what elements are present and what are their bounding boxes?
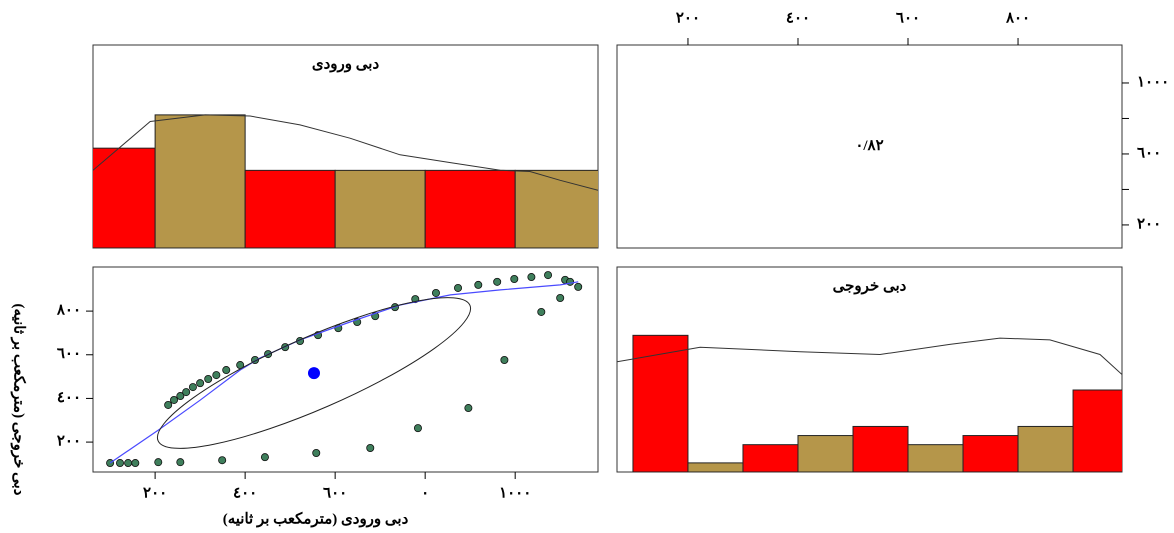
point xyxy=(116,459,125,468)
bar xyxy=(907,444,964,472)
bar xyxy=(962,435,1019,472)
point xyxy=(431,288,440,297)
point xyxy=(474,280,483,289)
smooth-line xyxy=(109,281,579,464)
correlation-value: ٠/٨٢ xyxy=(855,138,883,154)
panel-title: دبی خروجی xyxy=(833,278,907,294)
point xyxy=(544,271,553,280)
bar xyxy=(244,169,336,248)
point xyxy=(196,379,205,388)
point xyxy=(510,275,519,284)
point xyxy=(454,283,463,292)
point xyxy=(131,459,140,468)
bar xyxy=(687,462,744,472)
point xyxy=(182,388,191,397)
density-curve xyxy=(93,114,598,191)
bar xyxy=(632,334,689,472)
x-tick-label: ٤٠٠ xyxy=(233,485,257,501)
confidence-ellipse xyxy=(156,297,472,449)
point xyxy=(106,459,115,468)
point xyxy=(212,371,221,380)
y-tick-label: ٦٠٠ xyxy=(57,346,81,362)
bar xyxy=(1017,425,1074,472)
top-tick-label: ٨٠٠ xyxy=(1005,10,1030,26)
x-tick-label: ١٠٠٠ xyxy=(499,485,531,501)
bar xyxy=(154,114,246,248)
top-tick-label: ٢٠٠ xyxy=(676,10,700,26)
center-point xyxy=(307,367,320,380)
point xyxy=(556,294,565,303)
point xyxy=(312,449,321,458)
bar xyxy=(93,147,156,248)
point xyxy=(366,443,375,452)
point xyxy=(464,404,473,413)
point xyxy=(176,392,185,401)
panel-frame xyxy=(92,266,599,473)
bar xyxy=(514,169,598,248)
bar xyxy=(1072,389,1122,472)
right-tick-label: ٦٠٠ xyxy=(1137,145,1161,161)
point xyxy=(154,458,163,467)
point xyxy=(537,307,546,316)
y-tick-label: ٢٠٠ xyxy=(57,434,81,450)
point xyxy=(124,459,133,468)
bar xyxy=(797,435,854,472)
density-curve xyxy=(617,337,1122,375)
point xyxy=(188,383,197,392)
bar xyxy=(742,444,799,472)
right-tick-label: ٢٠٠ xyxy=(1137,216,1161,232)
histogram-bars xyxy=(617,334,1122,472)
y-axis-title: دبی خروجی (مترمکعب بر ثانیه) xyxy=(11,304,27,496)
point xyxy=(260,453,269,462)
point xyxy=(493,277,502,286)
point xyxy=(574,282,583,291)
x-tick-label: ٦٠٠ xyxy=(323,485,347,501)
point xyxy=(500,356,509,365)
x-tick-label: ٠ xyxy=(421,485,429,501)
y-tick-label: ٤٠٠ xyxy=(57,390,81,406)
y-tick-label: ٨٠٠ xyxy=(56,303,81,319)
x-axis-title: دبی ورودی (مترمکعب بر ثانیه) xyxy=(223,511,409,527)
top-tick-label: ٦٠٠ xyxy=(896,10,920,26)
point xyxy=(222,366,231,375)
bar xyxy=(852,425,909,472)
point xyxy=(413,424,422,433)
point xyxy=(204,374,213,383)
point xyxy=(170,395,179,404)
point xyxy=(527,273,536,282)
scatter-points xyxy=(106,271,583,468)
bar xyxy=(424,169,516,248)
x-tick-label: ٢٠٠ xyxy=(143,485,167,501)
panel-title: دبی ورودی xyxy=(312,56,380,72)
histogram-bars xyxy=(93,114,598,248)
point xyxy=(164,400,173,409)
point xyxy=(218,456,227,465)
right-tick-label: ١٠٠٠ xyxy=(1137,74,1169,90)
point xyxy=(566,277,575,286)
top-tick-label: ٤٠٠ xyxy=(786,10,810,26)
panel-frame xyxy=(616,44,1123,249)
point xyxy=(176,458,185,467)
bar xyxy=(334,169,426,248)
